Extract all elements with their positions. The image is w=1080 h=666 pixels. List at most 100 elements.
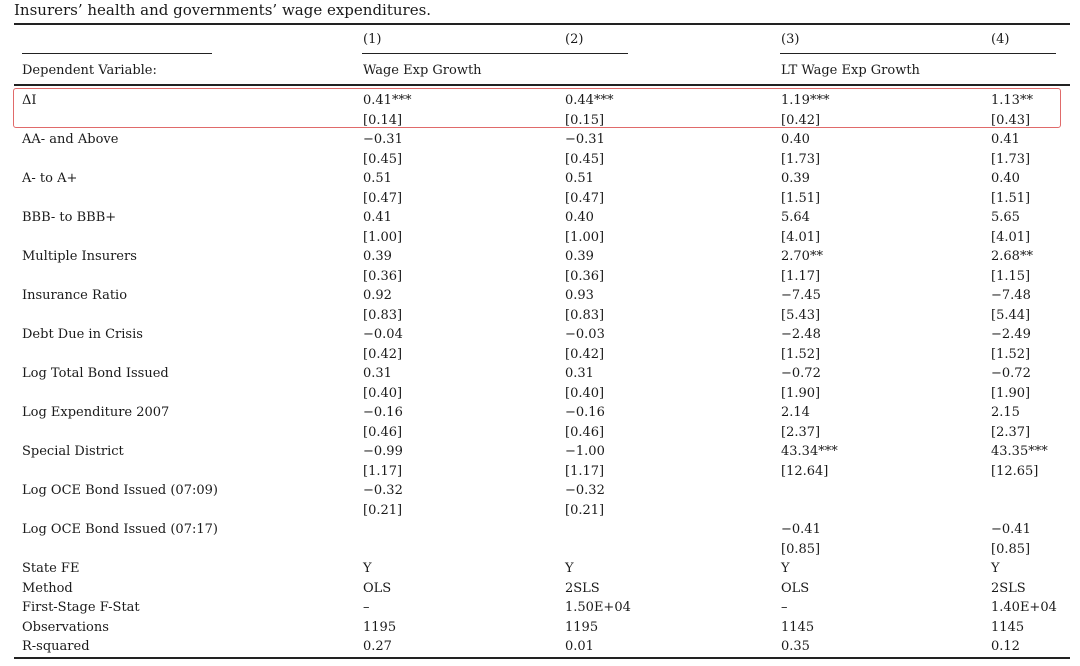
standard-error: [1.00] (363, 229, 403, 245)
standard-error: [1.17] (363, 463, 403, 479)
standard-error: [1.90] (781, 385, 821, 401)
coefficient-value: 43.35*** (991, 444, 1048, 459)
standard-error: [1.52] (781, 346, 821, 362)
coefficient-value: 0.92 (363, 288, 392, 303)
coefficient-value: −2.48 (781, 327, 821, 342)
standard-error: [0.42] (781, 112, 821, 128)
footer-value: 1.50E+04 (565, 600, 631, 615)
row-label: Special District (22, 444, 124, 459)
coefficient-value: −0.99 (363, 444, 403, 459)
standard-error: [0.40] (565, 385, 605, 401)
footer-label: Observations (22, 619, 109, 635)
standard-error: [2.37] (991, 424, 1031, 440)
footer-value: 0.27 (363, 639, 392, 654)
row-label: Insurance Ratio (22, 288, 128, 303)
coefficient-value: 2.70** (781, 249, 823, 264)
column-number: (3) (781, 32, 800, 47)
table-bottom-rule (14, 657, 1070, 659)
coefficient-value: −0.16 (363, 405, 403, 420)
standard-error: [1.73] (991, 151, 1031, 167)
coefficient-value: −0.16 (565, 405, 605, 420)
footer-value: OLS (781, 580, 810, 596)
coefficient-value: −7.48 (991, 288, 1031, 303)
row-label: BBB- to BBB+ (22, 210, 117, 225)
coefficient-value: −0.32 (363, 483, 403, 498)
coefficient-value: 2.15 (991, 405, 1020, 420)
coefficient-value: 0.39 (363, 249, 392, 264)
coefficient-value: 0.40 (781, 132, 810, 147)
footer-value: 1.40E+04 (991, 600, 1057, 615)
footer-value: 1195 (565, 619, 599, 635)
standard-error: [1.90] (991, 385, 1031, 401)
coefficient-value: −0.41 (781, 522, 821, 537)
coefficient-value: 0.39 (565, 249, 594, 264)
footer-value: 1145 (781, 619, 815, 635)
coefficient-value: 1.19*** (781, 93, 830, 108)
standard-error: [12.65] (991, 463, 1039, 479)
coefficient-value: 1.13** (991, 93, 1033, 108)
footer-value: 1195 (363, 619, 397, 635)
footer-value: 0.35 (781, 639, 810, 654)
standard-error: [0.83] (565, 307, 605, 323)
dependent-group-label: Wage Exp Growth (363, 63, 482, 78)
footer-value: 2SLS (991, 580, 1026, 596)
footer-value: – (363, 600, 370, 615)
dependent-group-label: LT Wage Exp Growth (781, 63, 920, 78)
standard-error: [0.47] (565, 190, 605, 206)
standard-error: [1.00] (565, 229, 605, 245)
coefficient-value: 43.34*** (781, 444, 838, 459)
row-label: Log Total Bond Issued (22, 366, 169, 381)
footer-value: 1145 (991, 619, 1025, 635)
row-label: Multiple Insurers (22, 249, 137, 264)
standard-error: [0.45] (565, 151, 605, 167)
dependent-variable-label: Dependent Variable: (22, 63, 157, 78)
footer-value: 0.01 (565, 639, 594, 654)
standard-error: [0.42] (363, 346, 403, 362)
row-label: Log OCE Bond Issued (07:17) (22, 522, 218, 537)
header-bottom-rule (14, 84, 1070, 86)
row-label: Log Expenditure 2007 (22, 405, 170, 420)
coefficient-value: 0.40 (991, 171, 1020, 186)
coefficient-value: 2.14 (781, 405, 810, 420)
coefficient-value: 0.93 (565, 288, 594, 303)
coefficient-value: 0.41*** (363, 93, 412, 108)
table-top-rule (14, 23, 1070, 25)
row-label: Log OCE Bond Issued (07:09) (22, 483, 218, 498)
footer-label: Method (22, 580, 73, 596)
coefficient-value: 0.31 (363, 366, 392, 381)
footer-label: First-Stage F-Stat (22, 600, 140, 615)
standard-error: [2.37] (781, 424, 821, 440)
standard-error: [0.40] (363, 385, 403, 401)
standard-error: [5.44] (991, 307, 1031, 323)
row-label: ΔI (22, 93, 37, 108)
footer-value: 2SLS (565, 580, 600, 596)
standard-error: [5.43] (781, 307, 821, 323)
coefficient-value: −2.49 (991, 327, 1031, 342)
standard-error: [0.46] (565, 424, 605, 440)
coefficient-value: −0.41 (991, 522, 1031, 537)
column-number: (1) (363, 32, 382, 47)
table-caption: Insurers’ health and governments’ wage e… (14, 1, 432, 19)
footer-label: R-squared (22, 639, 90, 654)
coefficient-value: −1.00 (565, 444, 605, 459)
coefficient-value: −0.32 (565, 483, 605, 498)
standard-error: [1.73] (781, 151, 821, 167)
footer-value: OLS (363, 580, 392, 596)
standard-error: [0.42] (565, 346, 605, 362)
header-underline-group-2 (780, 53, 1056, 54)
standard-error: [0.14] (363, 112, 403, 128)
standard-error: [0.15] (565, 112, 605, 128)
coefficient-value: 5.65 (991, 210, 1020, 225)
coefficient-value: −0.03 (565, 327, 605, 342)
footer-value: Y (363, 561, 372, 576)
standard-error: [0.43] (991, 112, 1031, 128)
highlight-box (13, 88, 1061, 128)
standard-error: [1.52] (991, 346, 1031, 362)
standard-error: [0.85] (991, 541, 1031, 557)
standard-error: [0.85] (781, 541, 821, 557)
coefficient-value: −0.72 (781, 366, 821, 381)
standard-error: [1.51] (991, 190, 1031, 206)
coefficient-value: −7.45 (781, 288, 821, 303)
standard-error: [4.01] (991, 229, 1031, 245)
coefficient-value: −0.31 (565, 132, 605, 147)
